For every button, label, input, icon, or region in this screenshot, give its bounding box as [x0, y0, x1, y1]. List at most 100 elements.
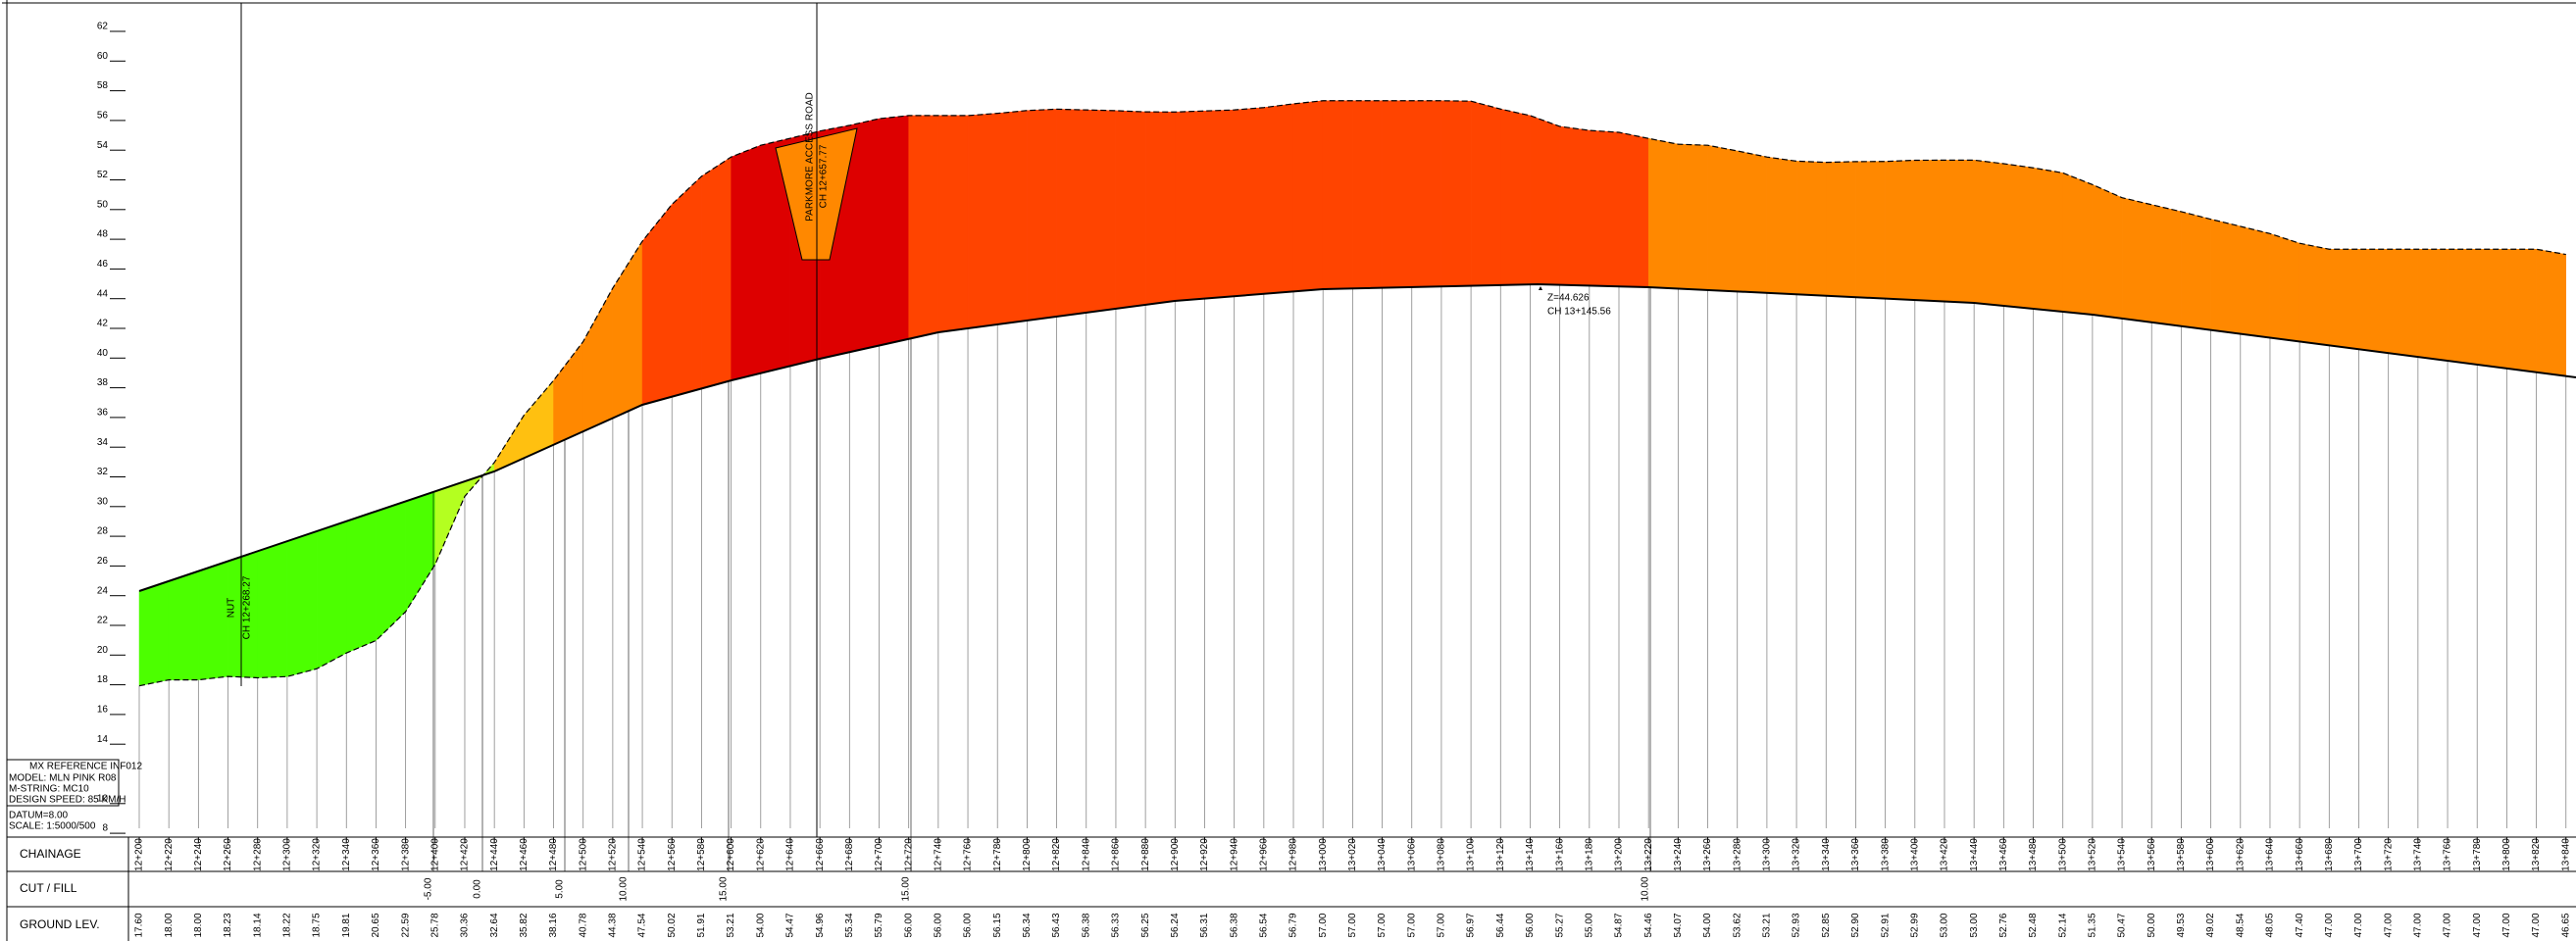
- cut-fill-area: [1973, 160, 2004, 307]
- chainage-label: 13+800: [2501, 838, 2512, 871]
- cut-fill-area: [849, 118, 880, 353]
- ground-level-label: 47.54: [637, 913, 648, 937]
- chainage-label: 12+240: [193, 838, 204, 871]
- cut-fill-area: [257, 540, 288, 678]
- chainage-label: 13+340: [1821, 838, 1832, 871]
- annotation: PARKMORE ACCESS ROAD: [805, 92, 816, 222]
- ground-level-label: 56.44: [1495, 913, 1506, 937]
- cut-fill-area: [1559, 125, 1591, 286]
- chainage-label: 12+920: [1199, 838, 1210, 871]
- chainage-label: 12+700: [874, 838, 884, 871]
- cut-fill-area: [937, 115, 969, 333]
- chainage-label: 12+420: [460, 838, 471, 871]
- cut-fill-area: [1352, 100, 1383, 289]
- chainage-label: 12+520: [608, 838, 619, 871]
- info-text: M-STRING: MC10: [9, 784, 89, 795]
- ground-level-label: 56.33: [1111, 913, 1122, 937]
- chainage-label: 13+460: [1998, 838, 2009, 871]
- ground-level-label: 47.00: [2353, 913, 2364, 937]
- chainage-label: 13+560: [2147, 838, 2157, 871]
- row-label: CUT / FILL: [20, 881, 77, 895]
- datum: DATUM=8.00: [9, 811, 69, 821]
- ground-level-label: 55.34: [844, 913, 855, 937]
- info-box: [6, 759, 120, 807]
- cut-fill-area: [2003, 163, 2034, 310]
- chainage-label: 13+060: [1406, 838, 1417, 871]
- cut-fill-area: [1530, 115, 1560, 285]
- ground-level-label: 56.15: [992, 913, 1003, 937]
- chainage-label: 12+600: [726, 838, 736, 871]
- chainage-label: 13+020: [1347, 838, 1358, 871]
- cut-fill-area: [612, 240, 643, 419]
- ground-level-label: 57.00: [1347, 913, 1358, 937]
- ground-level-label: 55.27: [1554, 913, 1565, 937]
- ground-level-label: 35.82: [519, 913, 530, 937]
- ground-level-label: 51.35: [2088, 913, 2098, 937]
- cut-fill-area: [2181, 211, 2211, 330]
- cut-fill-area: [1382, 100, 1412, 288]
- cut-fill-area: [434, 480, 466, 565]
- ground-level-label: 50.47: [2117, 913, 2128, 937]
- chainage-label: 12+980: [1288, 838, 1299, 871]
- chainage-label: 13+360: [1850, 838, 1861, 871]
- cut-fill-area: [198, 561, 228, 680]
- chainage-label: 12+400: [429, 838, 440, 871]
- y-tick-label: 14: [97, 734, 109, 745]
- ground-level-label: 53.21: [1762, 913, 1773, 937]
- ground-level-label: 55.79: [874, 913, 884, 937]
- chainage-label: 13+160: [1554, 838, 1565, 871]
- ground-level-label: 52.85: [1821, 913, 1832, 937]
- chainage-label: 12+620: [755, 838, 766, 871]
- info-text: MX REFERENCE INF012: [29, 762, 142, 772]
- cut-fill-area: [1855, 161, 1886, 299]
- chainage-label: 13+540: [2117, 838, 2128, 871]
- chainage-label: 13+000: [1318, 838, 1329, 871]
- y-tick-label: 40: [97, 348, 109, 359]
- ground-level-label: 52.90: [1850, 913, 1861, 937]
- ground-level-label: 18.23: [223, 913, 233, 937]
- chainage-label: 13+120: [1495, 838, 1506, 871]
- chainage-label: 12+840: [1081, 838, 1091, 871]
- ground-level-label: 56.00: [1525, 913, 1536, 937]
- annotation: CH 12+657.77: [819, 144, 830, 208]
- chainage-label: 12+500: [578, 838, 588, 871]
- cut-fill-area: [967, 113, 998, 329]
- ground-level-label: 47.00: [2472, 913, 2483, 937]
- fills: [138, 100, 2567, 686]
- info-text: MODEL: MLN PINK R08: [9, 773, 117, 784]
- ground-level-label: 57.00: [1377, 913, 1388, 937]
- cut-fill-area: [1795, 161, 1827, 296]
- cut-fill-area: [2062, 173, 2094, 316]
- chainage-label: 12+480: [548, 838, 559, 871]
- ground-level-label: 20.65: [371, 913, 381, 937]
- cut-fill-area: [2210, 219, 2242, 334]
- y-tick-label: 26: [97, 556, 109, 567]
- ground-level-label: 54.46: [1643, 913, 1654, 937]
- chainage-label: 13+480: [2028, 838, 2039, 871]
- chainage-label: 13+140: [1525, 838, 1536, 871]
- cut-fill-area: [1944, 160, 1975, 304]
- cut-fill-area: [1144, 111, 1176, 306]
- cut-fill-area: [405, 490, 436, 613]
- road-line: [138, 282, 2576, 592]
- ground-level-label: 56.97: [1466, 913, 1477, 937]
- chainage-label: 12+720: [903, 838, 914, 871]
- chainage-label: 13+220: [1643, 838, 1654, 871]
- cut-fill-area: [879, 115, 909, 346]
- cut-fill-area: [1500, 108, 1531, 286]
- chainage-label: 13+780: [2472, 838, 2483, 871]
- ground-level-label: 52.48: [2028, 913, 2039, 937]
- chainage-label: 12+360: [371, 838, 381, 871]
- chainage-label: 13+760: [2443, 838, 2453, 871]
- cut-fill-label: 15.00: [719, 876, 730, 901]
- ground-level-label: 48.54: [2235, 913, 2246, 937]
- chainage-label: 13+180: [1584, 838, 1594, 871]
- cut-fill-area: [1263, 103, 1294, 295]
- ground-level-label: 25.78: [429, 913, 440, 937]
- ground-level-label: 54.96: [815, 913, 826, 937]
- ground-level-label: 54.07: [1673, 913, 1684, 937]
- ground-level-label: 56.31: [1199, 913, 1210, 937]
- y-tick-label: 50: [97, 199, 109, 210]
- cut-fill-area: [1115, 110, 1146, 310]
